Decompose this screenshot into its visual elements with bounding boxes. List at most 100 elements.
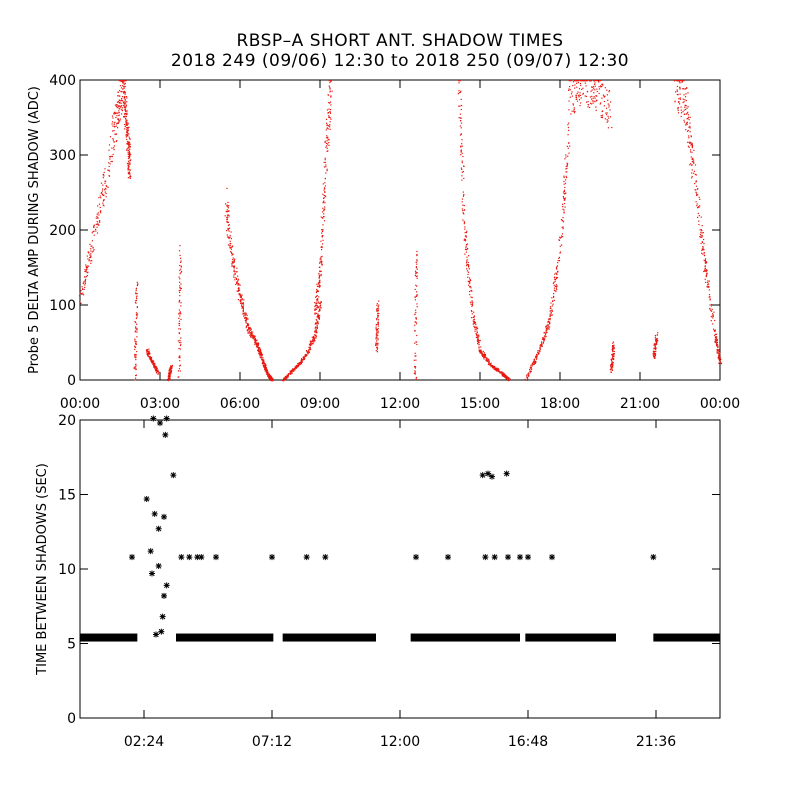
data-point — [693, 172, 695, 174]
data-point — [125, 113, 127, 115]
data-point — [466, 263, 468, 265]
data-point — [235, 283, 237, 285]
data-point — [322, 202, 324, 204]
data-point — [286, 377, 288, 379]
data-point — [170, 365, 172, 367]
data-point — [322, 193, 324, 195]
data-point — [129, 152, 131, 154]
data-point — [261, 354, 263, 357]
data-point — [472, 320, 474, 322]
data-point — [123, 80, 125, 82]
data-point — [414, 288, 416, 290]
data-point — [538, 352, 540, 354]
data-point — [555, 279, 557, 281]
data-point — [612, 353, 615, 355]
data-point — [126, 129, 128, 131]
data-point — [168, 377, 170, 379]
data-point — [124, 109, 126, 111]
data-point — [305, 355, 308, 357]
data-point — [470, 290, 472, 292]
data-point — [247, 324, 250, 326]
data-point — [118, 108, 120, 110]
data-point — [563, 183, 565, 185]
data-point — [147, 548, 154, 555]
data-point — [549, 315, 551, 317]
data-point — [547, 318, 550, 320]
data-point — [537, 353, 539, 355]
data-point — [712, 317, 714, 319]
data-point — [574, 80, 576, 82]
data-point — [546, 328, 548, 330]
data-point — [480, 350, 482, 352]
data-point — [655, 339, 657, 342]
data-point — [466, 268, 468, 270]
data-point — [134, 367, 136, 369]
data-point — [414, 330, 416, 332]
data-point — [107, 169, 109, 171]
data-point — [414, 352, 416, 354]
data-point — [716, 345, 718, 347]
data-point — [526, 377, 529, 379]
data-point — [551, 314, 553, 316]
data-point — [378, 300, 380, 302]
data-point — [327, 128, 329, 130]
data-point — [705, 281, 707, 283]
data-point — [708, 294, 711, 296]
data-point — [562, 236, 564, 238]
data-point — [718, 349, 720, 351]
data-point — [330, 118, 332, 120]
data-point — [167, 379, 169, 381]
data-point — [478, 347, 480, 349]
data-point — [603, 95, 605, 97]
data-point — [471, 304, 474, 306]
data-point — [535, 360, 537, 362]
data-point — [700, 229, 702, 231]
data-point — [92, 247, 94, 249]
data-point — [507, 379, 509, 381]
data-point — [88, 259, 90, 261]
data-point — [415, 309, 417, 311]
data-point — [228, 228, 230, 230]
data-point — [576, 82, 578, 84]
data-point — [545, 335, 547, 338]
data-point — [553, 299, 555, 301]
data-point — [242, 310, 244, 313]
data-point — [467, 280, 469, 283]
data-point — [238, 289, 241, 291]
data-point — [677, 109, 679, 111]
data-point — [294, 366, 297, 368]
data-point — [377, 317, 379, 319]
data-point — [179, 348, 181, 350]
data-point — [318, 277, 320, 279]
x-tick-label: 18:00 — [540, 396, 580, 412]
data-point — [330, 96, 332, 98]
data-point — [378, 304, 380, 306]
data-point — [578, 80, 580, 82]
data-point — [592, 97, 594, 99]
data-point — [96, 226, 98, 228]
data-point — [328, 144, 330, 146]
data-point — [598, 86, 600, 88]
data-point — [179, 355, 181, 357]
data-point — [104, 191, 106, 193]
data-point — [126, 131, 128, 133]
data-point — [179, 295, 181, 297]
data-point — [108, 169, 110, 171]
data-point — [315, 296, 317, 298]
data-point — [126, 162, 129, 165]
data-point — [478, 342, 480, 344]
data-point — [251, 332, 253, 335]
data-point — [267, 375, 269, 377]
data-point — [319, 270, 321, 272]
data-point — [414, 366, 416, 368]
x-tick-label: 21:36 — [636, 734, 676, 750]
data-point — [254, 342, 256, 344]
data-point — [318, 281, 321, 283]
data-point — [470, 303, 472, 305]
data-point — [316, 283, 318, 285]
data-point — [478, 334, 480, 336]
data-point — [135, 317, 137, 320]
data-point — [151, 361, 153, 363]
data-point — [125, 102, 127, 104]
data-point — [718, 356, 720, 358]
